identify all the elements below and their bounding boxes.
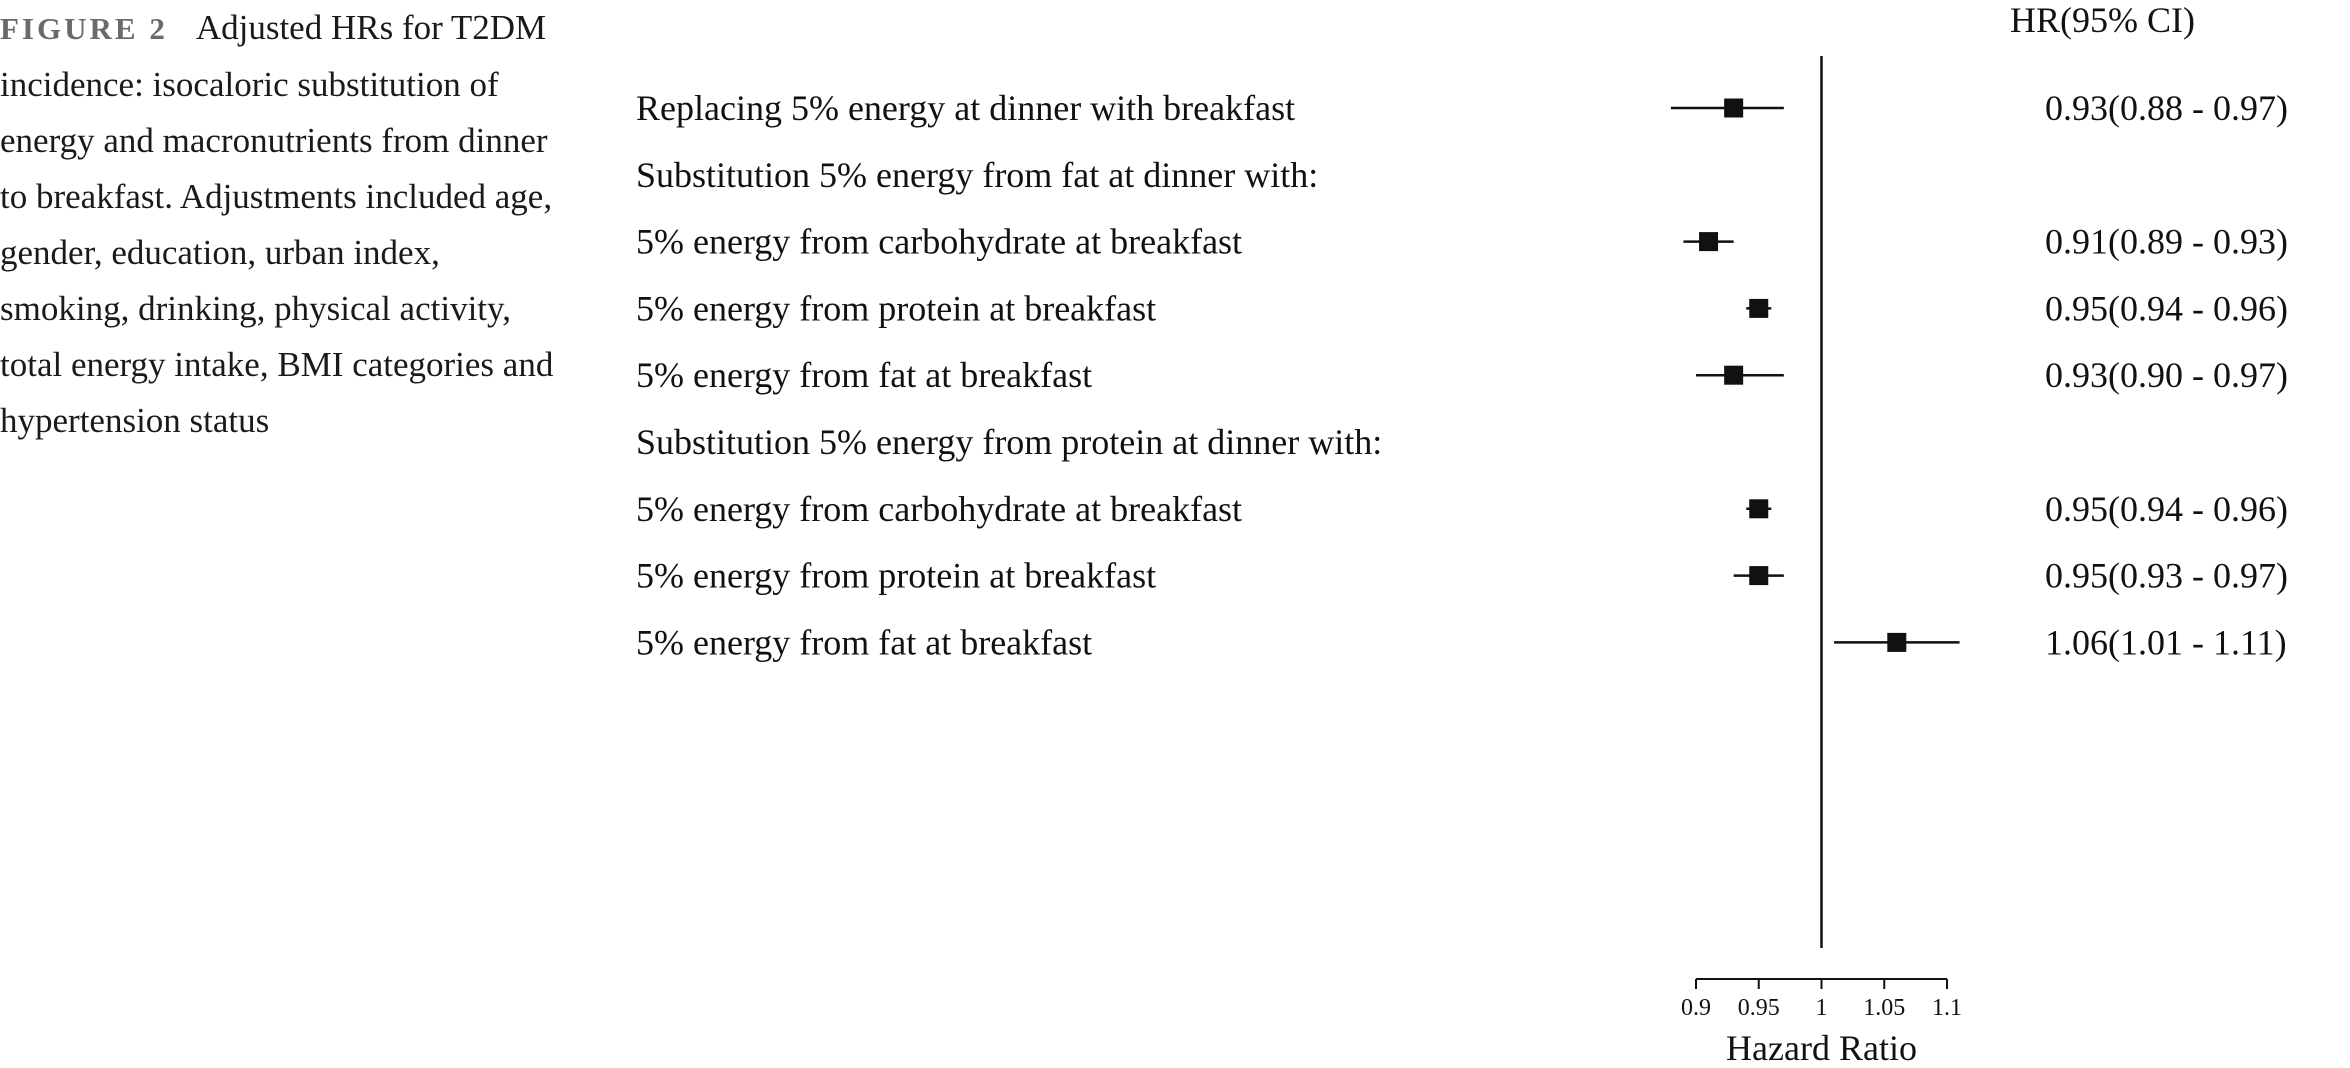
forest-rows: Replacing 5% energy at dinner with break… (636, 88, 2288, 662)
hr-value: 0.95(0.93 - 0.97) (2045, 556, 2288, 596)
forest-row: 5% energy from protein at breakfast 0.95(… (636, 556, 2288, 596)
hr-value: 1.06(1.01 - 1.11) (2045, 622, 2287, 662)
x-tick-label: 0.9 (1681, 995, 1711, 1021)
group-header-label: Substitution 5% energy from fat at dinne… (636, 155, 1318, 195)
forest-row: Replacing 5% energy at dinner with break… (636, 88, 2288, 128)
figure-label: FIGURE 2 (0, 11, 168, 46)
row-label: Replacing 5% energy at dinner with break… (636, 88, 1295, 128)
x-tick-label: 1.1 (1932, 995, 1962, 1021)
x-tick-label: 1 (1816, 995, 1828, 1021)
row-label: 5% energy from fat at breakfast (636, 622, 1092, 662)
hr-column-header: HR(95% CI) (2010, 0, 2195, 40)
row-label: 5% energy from protein at breakfast (636, 556, 1156, 596)
forest-row: 5% energy from protein at breakfast 0.95(… (636, 288, 2288, 328)
forest-row: 5% energy from carbohydrate at breakfast… (636, 489, 2288, 529)
hr-point (1724, 98, 1744, 118)
caption-text: Adjusted HRs for T2DM incidence: isocalo… (0, 8, 554, 440)
hr-value: 0.95(0.94 - 0.96) (2045, 288, 2288, 328)
group-header-label: Substitution 5% energy from protein at d… (636, 422, 1382, 462)
group-header-row: Substitution 5% energy from fat at dinne… (636, 155, 1318, 195)
figure-caption: FIGURE 2 Adjusted HRs for T2DM incidence:… (0, 0, 560, 449)
x-axis: 0.9 0.95 1 1.05 1.1 (1681, 56, 1962, 1021)
hr-point (1887, 632, 1907, 652)
hr-point (1749, 566, 1769, 586)
hr-point (1724, 365, 1744, 385)
x-tick-label: 1.05 (1863, 995, 1905, 1021)
row-label: 5% energy from carbohydrate at breakfast (636, 222, 1242, 262)
forest-row: 5% energy from fat at breakfast 1.06(1.01… (636, 622, 2287, 662)
hr-value: 0.95(0.94 - 0.96) (2045, 489, 2288, 529)
x-tick-label: 0.95 (1738, 995, 1780, 1021)
hr-value: 0.93(0.88 - 0.97) (2045, 88, 2288, 128)
x-axis-title: Hazard Ratio (1726, 1028, 1917, 1068)
row-label: 5% energy from carbohydrate at breakfast (636, 489, 1242, 529)
hr-point (1699, 232, 1719, 252)
row-label: 5% energy from protein at breakfast (636, 288, 1156, 328)
hr-value: 0.91(0.89 - 0.93) (2045, 222, 2288, 262)
forest-row: 5% energy from fat at breakfast 0.93(0.90… (636, 355, 2288, 395)
hr-point (1749, 499, 1769, 519)
forest-row: 5% energy from carbohydrate at breakfast… (636, 222, 2288, 262)
group-header-row: Substitution 5% energy from protein at d… (636, 422, 1382, 462)
hr-point (1749, 298, 1769, 318)
row-label: 5% energy from fat at breakfast (636, 355, 1092, 395)
hr-value: 0.93(0.90 - 0.97) (2045, 355, 2288, 395)
